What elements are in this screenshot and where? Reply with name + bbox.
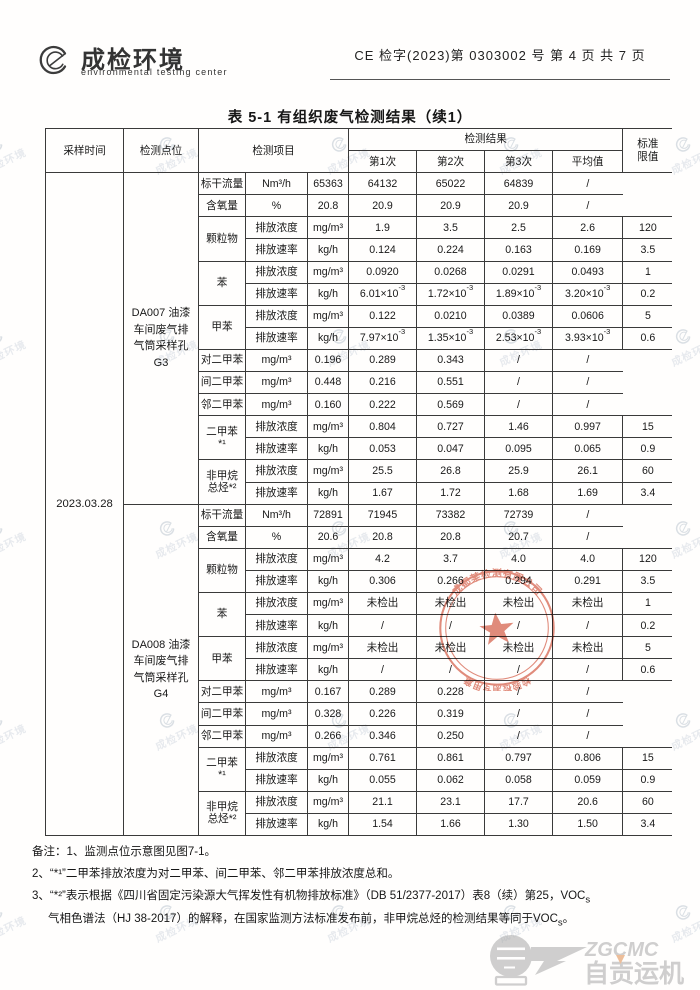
svg-text:自贡运机: 自贡运机 xyxy=(584,960,684,987)
svg-text:检验检测专用章: 检验检测专用章 xyxy=(461,675,532,691)
svg-text:成都某检测有限公司: 成都某检测有限公司 xyxy=(449,567,544,598)
